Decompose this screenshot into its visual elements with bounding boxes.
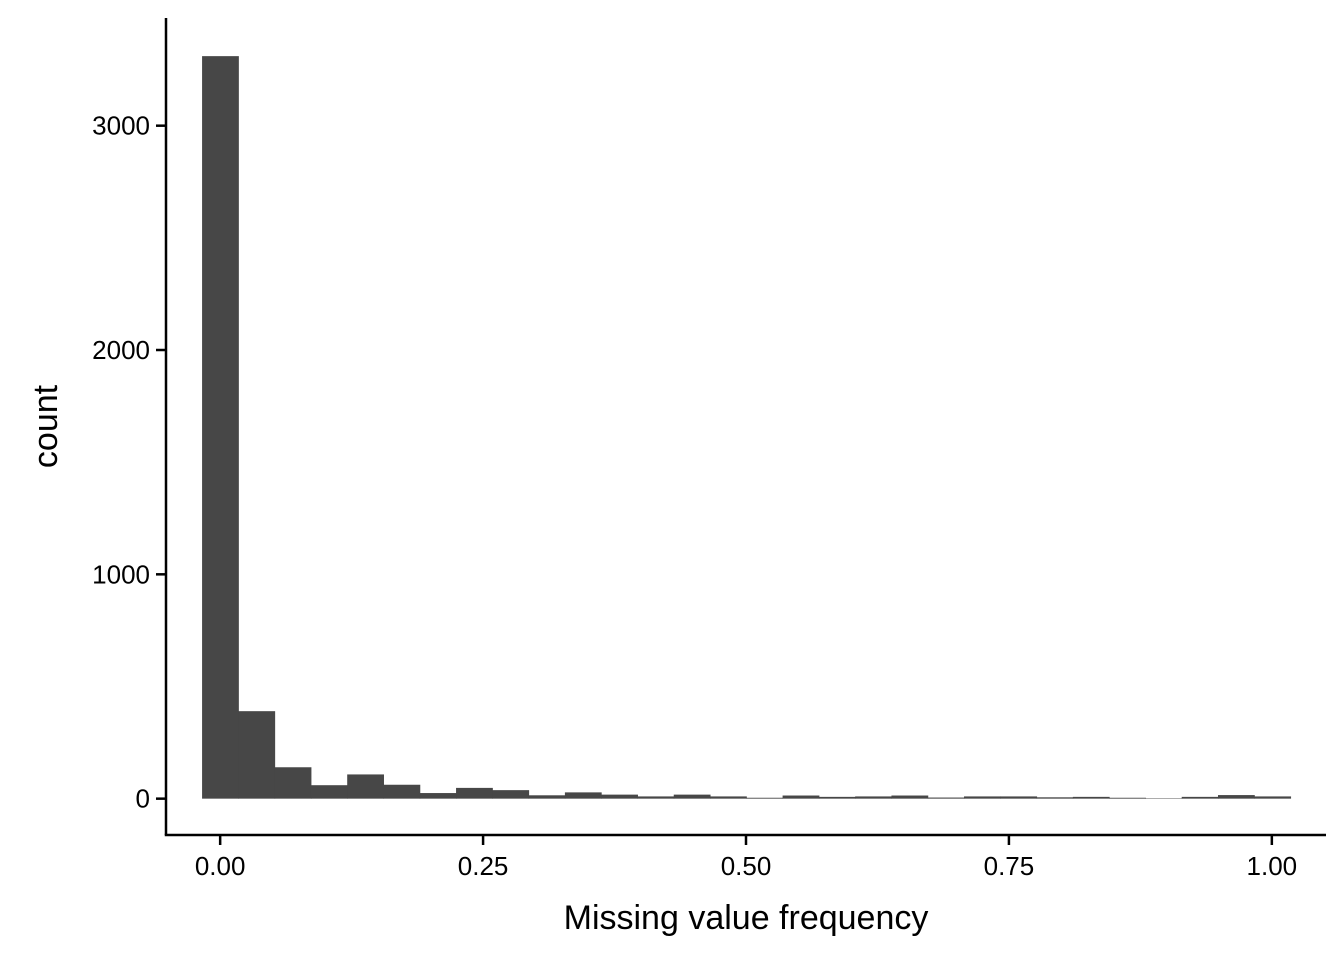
x-tick-label: 0.00: [195, 851, 246, 881]
histogram-bar: [528, 795, 566, 799]
histogram-bar: [637, 796, 675, 799]
histogram-bar: [1254, 796, 1292, 799]
histogram-bar: [746, 797, 784, 799]
x-axis-ticks: 0.00 0.25 0.50 0.75 1.00: [195, 835, 1297, 881]
histogram-bar: [1000, 796, 1038, 799]
histogram-bar: [383, 784, 421, 799]
x-tick-label: 0.25: [458, 851, 509, 881]
histogram-bar: [492, 790, 530, 799]
x-tick-label: 0.75: [984, 851, 1035, 881]
histogram-bar: [927, 797, 965, 799]
histogram-bars: [202, 56, 1292, 799]
y-tick-label: 1000: [92, 559, 150, 589]
histogram-bar: [891, 795, 929, 799]
histogram-bar: [673, 794, 711, 799]
histogram-bar: [347, 774, 384, 799]
y-axis-title: count: [27, 384, 65, 468]
histogram-bar: [818, 796, 856, 799]
histogram-bar: [238, 711, 276, 799]
histogram-bar: [202, 56, 239, 799]
y-axis-ticks: 0 1000 2000 3000: [92, 111, 166, 814]
histogram-bar: [855, 796, 892, 799]
histogram-bar: [1217, 795, 1255, 799]
y-tick-label: 0: [136, 784, 150, 814]
histogram-bar: [274, 767, 312, 799]
histogram-bar: [456, 787, 493, 799]
histogram-bar: [782, 795, 820, 799]
histogram-bar: [310, 785, 348, 799]
histogram-bar: [1072, 796, 1110, 799]
histogram-bar: [1036, 797, 1074, 799]
histogram-bar: [564, 792, 602, 799]
x-axis-title: Missing value frequency: [564, 899, 929, 937]
histogram-bar: [964, 796, 1001, 799]
x-tick-label: 0.50: [721, 851, 772, 881]
histogram-bar: [601, 794, 638, 799]
histogram-bar: [1181, 796, 1219, 799]
x-tick-label: 1.00: [1247, 851, 1298, 881]
y-tick-label: 2000: [92, 335, 150, 365]
histogram-bar: [710, 796, 747, 799]
histogram-bar: [419, 793, 457, 799]
y-tick-label: 3000: [92, 111, 150, 141]
histogram-bar: [1109, 797, 1146, 799]
